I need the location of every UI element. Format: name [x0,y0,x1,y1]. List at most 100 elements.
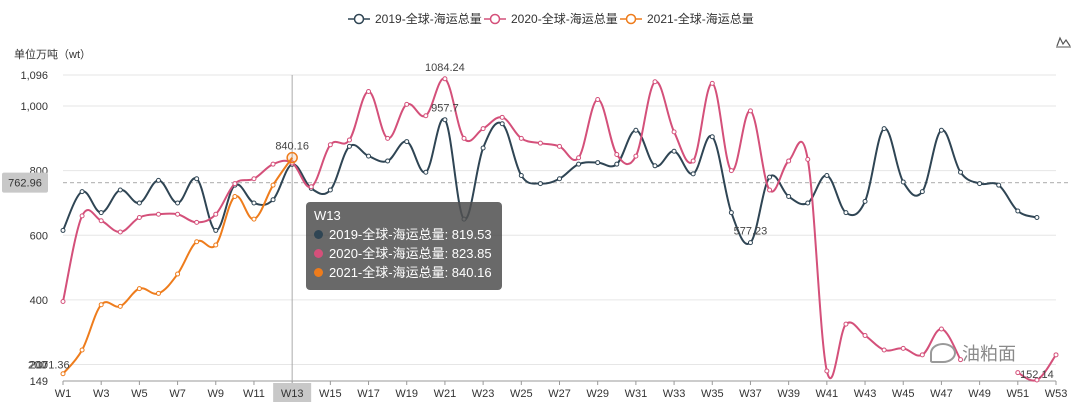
data-point[interactable] [442,117,448,123]
data-point[interactable] [480,145,486,151]
data-point[interactable] [461,135,467,141]
data-point[interactable] [286,151,298,164]
data-point[interactable] [786,158,792,164]
data-point[interactable] [652,79,658,85]
data-point[interactable] [862,198,868,204]
data-point[interactable] [270,161,276,167]
data-point[interactable] [194,176,200,182]
legend-item-label[interactable]: 2019-全球-海运总量 [375,11,482,26]
data-point[interactable] [881,347,887,353]
data-point[interactable] [155,211,161,217]
data-point[interactable] [938,127,944,133]
data-point[interactable] [1034,214,1040,220]
data-point[interactable] [232,193,238,199]
data-point[interactable] [327,142,333,148]
data-point[interactable] [576,161,582,167]
data-point[interactable] [194,239,200,245]
data-point[interactable] [117,303,123,309]
data-point[interactable] [1015,208,1021,214]
data-point[interactable] [900,345,906,351]
data-point[interactable] [213,227,219,233]
data-point[interactable] [614,161,620,167]
chart-type-icon[interactable] [1056,36,1071,48]
data-point[interactable] [136,200,142,206]
data-point[interactable] [518,172,524,178]
data-point[interactable] [251,176,257,182]
data-point[interactable] [136,286,142,292]
data-point[interactable] [805,200,811,206]
data-point[interactable] [499,114,505,120]
data-point[interactable] [79,347,85,353]
data-point[interactable] [881,126,887,132]
data-point[interactable] [480,126,486,132]
data-point[interactable] [728,210,734,216]
legend-item-label[interactable]: 2021-全球-海运总量 [647,11,754,26]
data-point[interactable] [557,176,562,182]
data-point[interactable] [423,169,429,175]
data-point[interactable] [308,184,314,190]
series-group[interactable] [60,76,1059,383]
data-point[interactable] [595,160,601,166]
data-point[interactable] [690,171,696,177]
data-point[interactable] [194,219,200,225]
data-point[interactable] [98,218,104,224]
data-point[interactable] [60,371,66,377]
data-point[interactable] [518,135,524,141]
data-point[interactable] [270,182,276,188]
series-line[interactable] [62,157,293,375]
data-point[interactable] [862,332,868,338]
data-point[interactable] [690,158,696,164]
data-point[interactable] [709,134,715,140]
data-point[interactable] [251,200,257,206]
data-point[interactable] [98,210,104,216]
data-point[interactable] [747,240,753,246]
data-point[interactable] [155,290,161,296]
data-point[interactable] [537,181,543,187]
data-point[interactable] [442,76,448,82]
data-point[interactable] [671,129,677,135]
data-point[interactable] [747,108,753,114]
data-point[interactable] [136,214,142,220]
data-point[interactable] [728,168,734,174]
data-point[interactable] [767,174,773,180]
data-point[interactable] [919,352,925,358]
data-point[interactable] [958,357,964,363]
data-point[interactable] [709,80,715,86]
data-point[interactable] [557,143,562,149]
data-point[interactable] [938,326,944,332]
legend[interactable]: 2019-全球-海运总量 2020-全球-海运总量 2021-全球-海运总量 [348,11,754,26]
data-point[interactable] [346,137,352,143]
legend-swatch-marker[interactable] [353,13,365,25]
data-point[interactable] [633,127,639,133]
data-point[interactable] [652,163,658,169]
data-point[interactable] [79,189,85,195]
data-point[interactable] [843,210,849,216]
data-point[interactable] [919,189,925,195]
legend-item-label[interactable]: 2020-全球-海运总量 [511,11,618,26]
data-point[interactable] [1053,352,1059,358]
data-point[interactable] [1015,370,1021,376]
legend-swatch-marker[interactable] [625,13,637,25]
data-point[interactable] [614,151,620,157]
data-point[interactable] [633,153,639,159]
data-point[interactable] [843,321,849,327]
data-point[interactable] [824,368,830,374]
data-point[interactable] [175,211,181,217]
data-point[interactable] [346,143,352,149]
data-point[interactable] [499,121,505,127]
data-point[interactable] [175,271,181,277]
data-point[interactable] [958,169,964,175]
data-point[interactable] [404,139,410,145]
data-point[interactable] [537,140,543,146]
data-point[interactable] [327,187,333,193]
data-point[interactable] [213,211,219,217]
data-point[interactable] [60,299,66,305]
data-point[interactable] [213,242,219,248]
data-point[interactable] [671,148,677,154]
data-point[interactable] [98,302,104,308]
data-point[interactable] [385,135,391,141]
data-point[interactable] [595,97,601,103]
data-point[interactable] [576,155,582,161]
series-line[interactable] [62,118,1038,245]
legend-swatch-marker[interactable] [489,13,501,25]
